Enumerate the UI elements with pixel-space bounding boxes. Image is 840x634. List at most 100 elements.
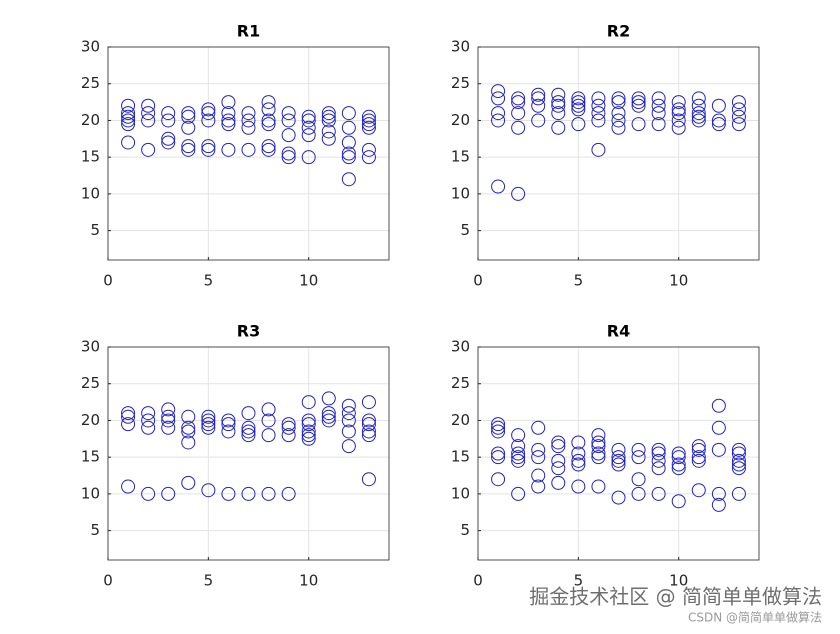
x-tick-label: 0 [103, 272, 113, 290]
watermark: 掘金技术社区 @ 简简单单做算法 [529, 585, 822, 609]
data-point [281, 486, 296, 501]
data-point [651, 453, 666, 468]
data-point [671, 450, 686, 465]
data-point [121, 117, 136, 132]
data-point [551, 439, 566, 454]
data-point [711, 442, 726, 457]
y-tick-label: 25 [81, 374, 100, 392]
data-point [261, 113, 276, 128]
data-point [671, 106, 686, 121]
data-point [301, 113, 316, 128]
data-point [361, 150, 376, 165]
data-point [221, 486, 236, 501]
data-point [141, 413, 156, 428]
data-point [261, 139, 276, 154]
data-point [261, 117, 276, 132]
data-point [301, 424, 316, 439]
data-point [571, 435, 586, 450]
data-point [261, 428, 276, 443]
data-point [651, 442, 666, 457]
subplot: 0 5 10 5 10 15 20 25 30 R2 [451, 22, 760, 290]
data-point [591, 113, 606, 128]
y-tick-label: 15 [451, 448, 470, 466]
data-point [571, 91, 586, 106]
data-point [321, 131, 336, 146]
y-tick-label: 20 [81, 111, 100, 129]
data-point [221, 424, 236, 439]
data-point [691, 106, 706, 121]
data-point [571, 453, 586, 468]
plot-area [108, 347, 389, 560]
data-point [121, 406, 136, 421]
data-point [671, 120, 686, 135]
data-point [531, 113, 546, 128]
data-point [281, 150, 296, 165]
data-point [551, 475, 566, 490]
data-point [201, 413, 216, 428]
data-point [731, 95, 746, 110]
data-point [181, 142, 196, 157]
data-point [631, 117, 646, 132]
subplot: 0 5 10 5 10 15 20 25 30 R3 [81, 322, 390, 590]
data-point [571, 457, 586, 472]
data-point [301, 431, 316, 446]
data-point [321, 413, 336, 428]
data-point [301, 128, 316, 143]
x-tick-label: 10 [669, 272, 688, 290]
data-point [161, 409, 176, 424]
data-point [321, 113, 336, 128]
data-point [671, 446, 686, 461]
subplot-title: R1 [237, 22, 260, 41]
data-point [491, 472, 506, 487]
data-point [531, 468, 546, 483]
data-point [571, 102, 586, 117]
data-point [241, 113, 256, 128]
plot-area [108, 47, 389, 260]
data-point [261, 486, 276, 501]
data-point [361, 417, 376, 432]
data-point [241, 120, 256, 135]
y-tick-label: 5 [460, 221, 470, 239]
subplot-title: R3 [237, 322, 260, 341]
x-tick-label: 10 [669, 572, 688, 590]
data-point [221, 142, 236, 157]
data-point [321, 106, 336, 121]
data-point [201, 113, 216, 128]
data-point [611, 120, 626, 135]
data-point [591, 428, 606, 443]
data-point [261, 102, 276, 117]
y-tick-label: 25 [81, 74, 100, 92]
data-point [361, 117, 376, 132]
data-point [691, 453, 706, 468]
data-point [591, 479, 606, 494]
data-point [341, 146, 356, 161]
subplot: 0 5 10 5 10 15 20 25 30 R4 [451, 322, 760, 590]
data-point [711, 117, 726, 132]
data-point [301, 413, 316, 428]
data-point [611, 450, 626, 465]
data-point [121, 479, 136, 494]
data-point [121, 113, 136, 128]
data-point [361, 428, 376, 443]
y-tick-label: 20 [81, 411, 100, 429]
data-point [121, 135, 136, 150]
data-point [631, 486, 646, 501]
data-point [651, 486, 666, 501]
data-point [201, 420, 216, 435]
data-point [301, 395, 316, 410]
data-point [631, 442, 646, 457]
data-point [321, 391, 336, 406]
data-point [491, 179, 506, 194]
data-point [631, 450, 646, 465]
data-point [671, 494, 686, 509]
x-tick-label: 5 [204, 272, 214, 290]
data-point [261, 402, 276, 417]
data-point [241, 142, 256, 157]
axes-box [107, 346, 390, 561]
data-point [671, 461, 686, 476]
data-point [591, 450, 606, 465]
data-point [711, 113, 726, 128]
data-point [511, 450, 526, 465]
data-point [571, 98, 586, 113]
data-point [361, 113, 376, 128]
